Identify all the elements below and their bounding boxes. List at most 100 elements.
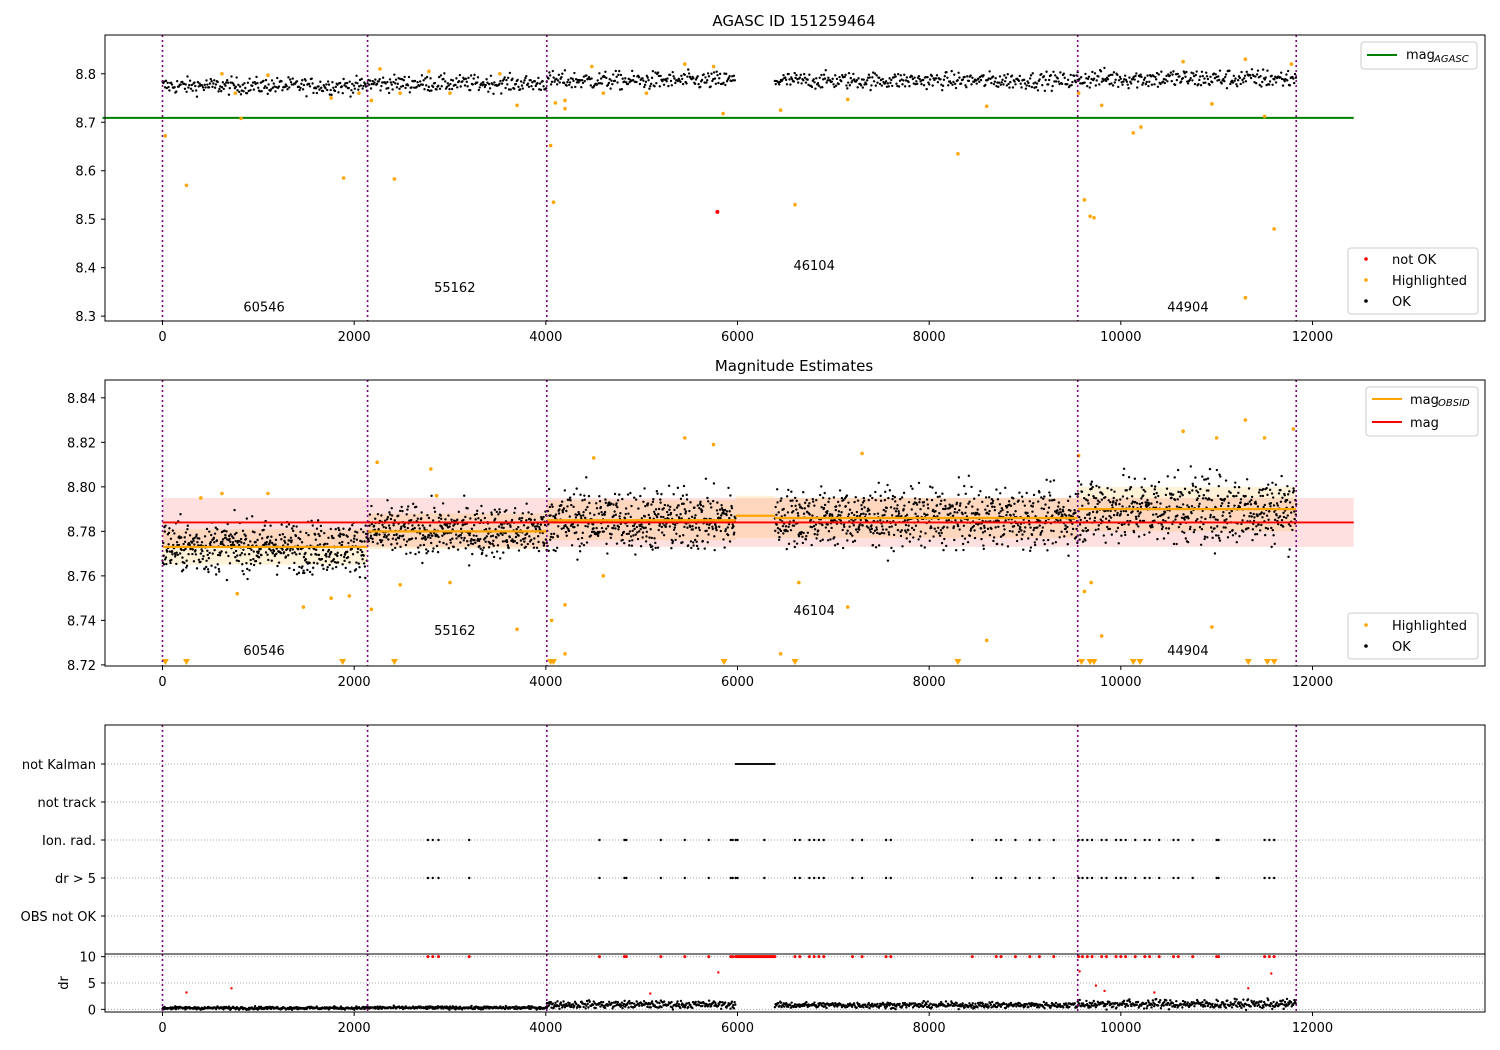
ok-point <box>673 77 676 80</box>
ok-point <box>1035 85 1038 89</box>
ok-point <box>169 561 172 565</box>
ok-point <box>713 548 716 552</box>
ok-point <box>885 528 888 531</box>
ok-point <box>1209 526 1213 529</box>
ok-point <box>572 493 576 496</box>
ok-point <box>580 86 583 89</box>
highlighted-point <box>1181 59 1185 64</box>
ok-point <box>1178 495 1182 498</box>
ok-point <box>1094 506 1097 509</box>
ok-point <box>291 548 295 551</box>
ok-point <box>251 84 254 88</box>
ok-point <box>230 75 233 78</box>
highlighted-point <box>515 627 519 632</box>
ok-point <box>728 516 731 520</box>
flag-point <box>736 838 739 842</box>
flag-point <box>1172 838 1175 842</box>
ok-point <box>529 518 533 521</box>
ok-point <box>1083 516 1087 520</box>
ok-point <box>724 72 728 76</box>
ok-point <box>270 541 274 545</box>
ok-point <box>305 95 308 98</box>
ok-point <box>855 79 859 82</box>
highlighted-point <box>711 442 716 447</box>
ok-point <box>582 543 586 547</box>
ok-point <box>292 568 296 572</box>
ok-point <box>1239 82 1242 86</box>
ok-point <box>792 519 795 522</box>
ok-point <box>1173 498 1177 502</box>
ok-point <box>417 524 420 527</box>
ok-point <box>1083 496 1086 500</box>
ok-point <box>362 554 365 557</box>
ok-point <box>888 525 891 529</box>
ok-point <box>469 539 472 543</box>
ok-point <box>852 524 856 527</box>
ok-point <box>856 530 859 534</box>
ok-point <box>682 502 685 505</box>
ok-point <box>1099 518 1102 521</box>
ok-point <box>1199 487 1202 491</box>
ok-point <box>364 576 367 580</box>
flag-point <box>812 838 816 842</box>
ok-point <box>589 534 593 537</box>
ok-point <box>978 75 982 79</box>
ok-point <box>840 496 844 500</box>
ok-point <box>829 538 832 541</box>
ok-point <box>332 86 335 89</box>
ok-point <box>547 549 550 553</box>
ok-point <box>388 78 392 81</box>
ok-point <box>716 512 719 515</box>
ok-point <box>856 86 859 89</box>
ok-point <box>175 90 178 93</box>
ok-point <box>849 76 852 80</box>
ok-point <box>396 82 399 86</box>
ok-point <box>183 540 187 543</box>
ok-point <box>336 83 339 86</box>
ok-point <box>425 552 428 555</box>
ok-point <box>341 563 344 566</box>
ok-point <box>248 569 251 572</box>
ok-point <box>538 526 541 529</box>
ok-point <box>815 498 818 502</box>
ok-point <box>209 540 212 544</box>
ok-point <box>454 533 458 536</box>
flag-point <box>736 876 739 880</box>
ok-point <box>387 533 390 536</box>
obsid-label: 44904 <box>1167 300 1208 315</box>
ok-point <box>913 497 917 500</box>
ok-point <box>475 512 479 516</box>
ok-point <box>390 507 393 510</box>
ok-point <box>1231 81 1235 84</box>
ok-point <box>1144 82 1148 86</box>
ok-point <box>484 540 487 543</box>
ok-point <box>500 523 504 526</box>
ok-point <box>444 518 447 521</box>
ok-point <box>833 544 837 547</box>
ok-point <box>692 77 695 80</box>
ok-point <box>1127 476 1131 479</box>
ok-point <box>932 535 935 538</box>
ok-point <box>402 78 406 82</box>
ok-point <box>861 524 864 527</box>
ok-point <box>1108 527 1112 531</box>
ok-point <box>391 88 394 91</box>
ok-point <box>252 563 256 567</box>
ok-point <box>1083 81 1086 84</box>
ok-point <box>682 484 686 488</box>
ok-point <box>348 527 352 530</box>
flag-point <box>729 838 732 842</box>
ok-point <box>775 513 778 517</box>
ok-point <box>492 544 495 547</box>
ok-point <box>1271 481 1274 485</box>
ok-point <box>643 85 646 89</box>
ok-point <box>1254 502 1258 505</box>
ok-point <box>315 553 318 556</box>
ok-point <box>213 541 216 544</box>
ok-point <box>1106 487 1109 490</box>
ok-point <box>715 70 718 73</box>
ok-point <box>192 539 195 543</box>
ok-point <box>621 77 624 80</box>
ok-point <box>1135 502 1139 505</box>
